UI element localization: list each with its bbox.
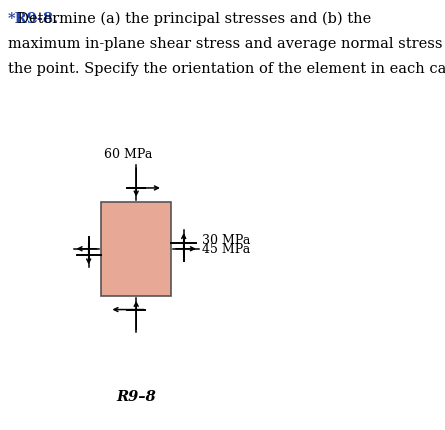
Text: R9–8: R9–8 [116,389,156,403]
Text: Determine (a) the principal stresses and (b) the: Determine (a) the principal stresses and… [8,12,371,26]
Text: maximum in-plane shear stress and average normal stress at: maximum in-plane shear stress and averag… [8,37,445,51]
Text: *R9-8.: *R9-8. [8,12,59,26]
Text: 45 MPa: 45 MPa [202,243,250,256]
Text: 30 MPa: 30 MPa [202,234,251,247]
Text: the point. Specify the orientation of the element in each case.: the point. Specify the orientation of th… [8,61,445,76]
Bar [101,202,171,296]
Text: 60 MPa: 60 MPa [104,148,152,161]
